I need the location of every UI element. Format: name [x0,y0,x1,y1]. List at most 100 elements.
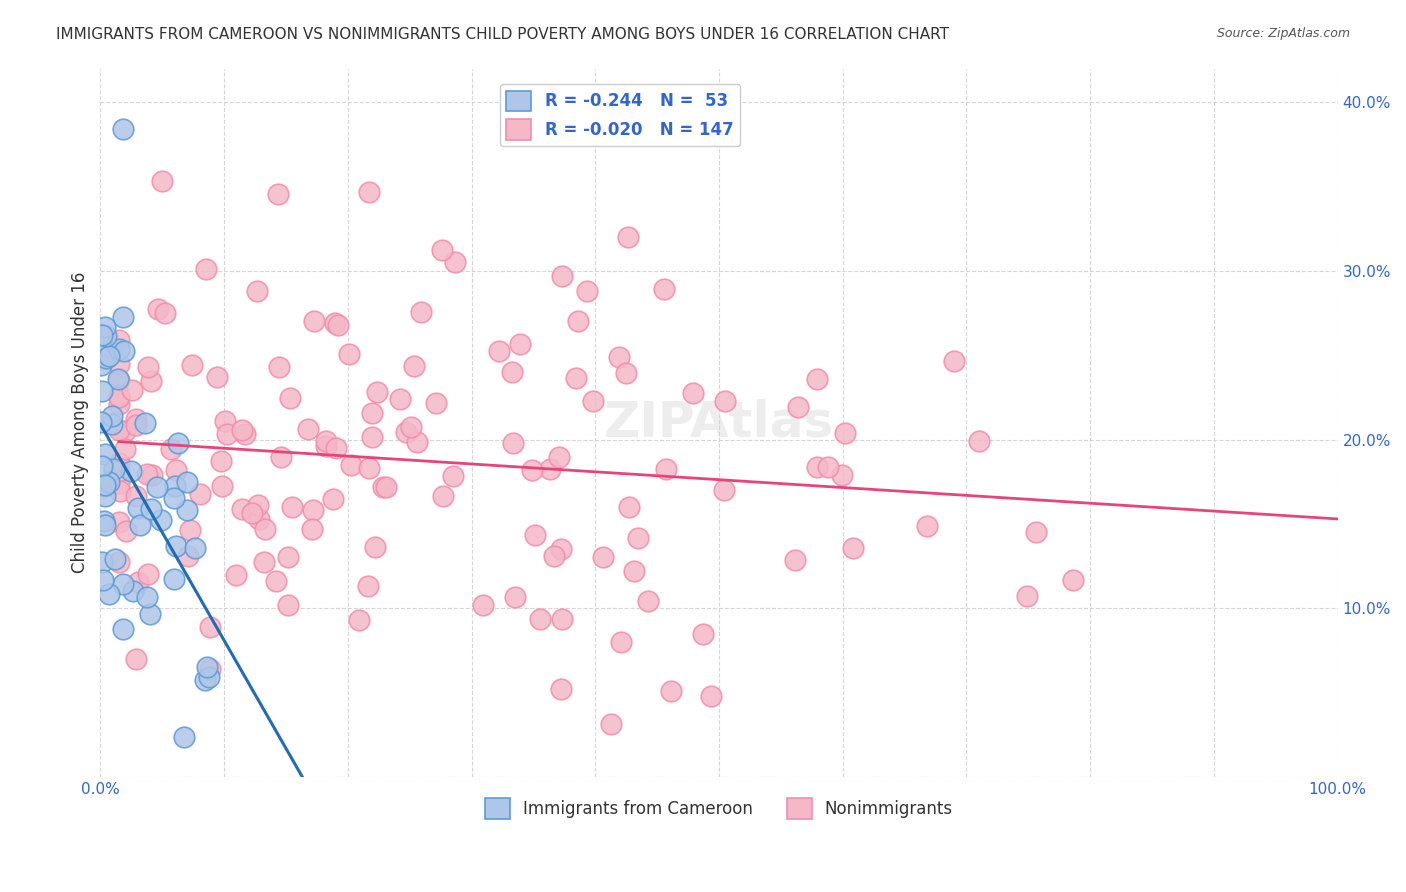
Point [122,584,145,599]
Point [91,328,114,343]
Point [806,372,828,386]
Point [111,622,134,636]
Point [1025,524,1047,539]
Point [543,549,565,563]
Point [110,483,132,498]
Point [575,284,598,298]
Point [432,243,454,257]
Point [652,282,675,296]
Point [401,419,423,434]
Point [322,492,344,507]
Point [93,346,115,360]
Point [592,549,614,564]
Point [173,730,195,744]
Point [714,393,737,408]
Point [402,359,425,373]
Point [339,458,361,472]
Point [315,434,337,448]
Point [610,634,633,648]
Point [501,365,523,379]
Point [121,383,143,397]
Point [607,350,630,364]
Point [176,475,198,489]
Point [103,462,125,476]
Point [357,579,380,593]
Point [136,467,159,482]
Y-axis label: Child Poverty Among Boys Under 16: Child Poverty Among Boys Under 16 [72,272,89,574]
Point [108,456,131,470]
Point [139,607,162,621]
Point [101,417,124,432]
Point [231,502,253,516]
Point [806,459,828,474]
Point [247,498,270,512]
Point [97,475,120,489]
Text: Source: ZipAtlas.com: Source: ZipAtlas.com [1216,27,1350,40]
Point [281,500,304,514]
Point [395,425,418,439]
Point [659,684,682,698]
Point [94,489,117,503]
Point [246,284,269,298]
Point [163,479,186,493]
Point [364,540,387,554]
Point [842,541,865,556]
Point [97,349,120,363]
Point [200,620,222,634]
Text: ZIPAtlas: ZIPAtlas [603,399,834,447]
Point [915,518,938,533]
Point [600,717,623,731]
Point [115,524,138,538]
Point [371,480,394,494]
Point [127,501,149,516]
Point [125,417,148,432]
Point [108,476,131,491]
Point [270,450,292,465]
Point [699,689,721,703]
Point [787,400,810,414]
Point [253,555,276,569]
Point [267,359,290,374]
Point [114,424,136,438]
Point [357,460,380,475]
Point [409,305,432,319]
Point [90,555,112,569]
Point [198,670,221,684]
Point [326,318,349,332]
Point [623,564,645,578]
Point [146,301,169,316]
Point [225,568,247,582]
Point [302,313,325,327]
Point [129,518,152,533]
Point [240,506,263,520]
Point [564,371,586,385]
Point [104,551,127,566]
Point [233,427,256,442]
Point [217,426,239,441]
Point [315,439,337,453]
Point [522,463,544,477]
Point [125,412,148,426]
Point [425,396,447,410]
Point [93,479,115,493]
Point [277,550,299,565]
Point [550,542,572,557]
Point [505,590,527,604]
Point [360,429,382,443]
Point [278,392,301,406]
Point [134,416,156,430]
Point [432,489,454,503]
Point [1017,590,1039,604]
Point [540,462,562,476]
Point [783,553,806,567]
Point [150,174,173,188]
Point [488,344,510,359]
Point [179,523,201,537]
Point [441,469,464,483]
Point [127,574,149,589]
Point [107,342,129,356]
Point [195,660,218,674]
Point [247,512,270,526]
Point [108,423,131,437]
Point [582,394,605,409]
